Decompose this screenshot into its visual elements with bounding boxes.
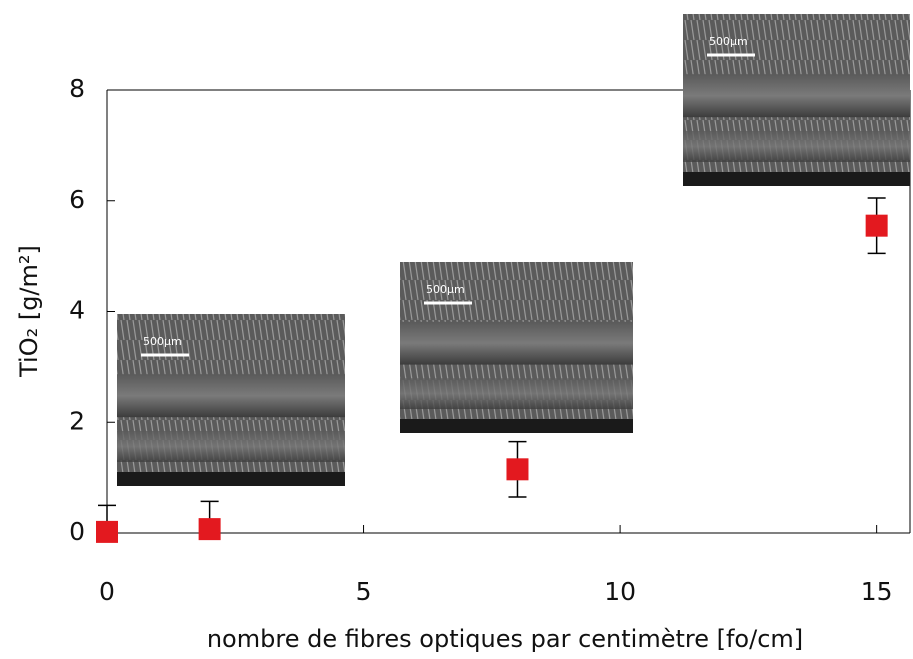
inset-footer <box>117 472 345 486</box>
scale-label: 500µm <box>143 335 182 348</box>
fiber <box>683 130 910 162</box>
x-tick-label: 5 <box>356 577 372 606</box>
y-axis-title: TiO₂ [g/m²] <box>15 245 43 378</box>
y-tick-label: 6 <box>69 185 85 214</box>
y-tick-label: 2 <box>69 406 85 435</box>
inset-footer <box>400 419 633 433</box>
inset-footer <box>683 172 910 186</box>
x-tick-label: 15 <box>861 577 893 606</box>
y-tick-label: 4 <box>69 296 85 325</box>
fiber <box>400 378 633 410</box>
point <box>198 518 221 541</box>
inset-image: 500µm <box>683 14 910 186</box>
fiber <box>117 430 345 462</box>
fiber <box>683 74 910 118</box>
fiber <box>117 374 345 418</box>
inset-image: 500µm <box>117 314 345 486</box>
point <box>865 214 888 237</box>
x-axis-title: nombre de fibres optiques par centimètre… <box>207 625 803 653</box>
scale-label: 500µm <box>709 35 748 48</box>
x-tick-label: 0 <box>99 577 115 606</box>
fiber <box>400 321 633 365</box>
point <box>506 458 529 481</box>
y-tick-label: 8 <box>69 74 85 103</box>
point <box>96 520 118 543</box>
x-tick-label: 10 <box>604 577 636 606</box>
inset-image: 500µm <box>400 262 633 433</box>
scale-label: 500µm <box>426 283 465 296</box>
y-tick-label: 0 <box>69 517 85 546</box>
